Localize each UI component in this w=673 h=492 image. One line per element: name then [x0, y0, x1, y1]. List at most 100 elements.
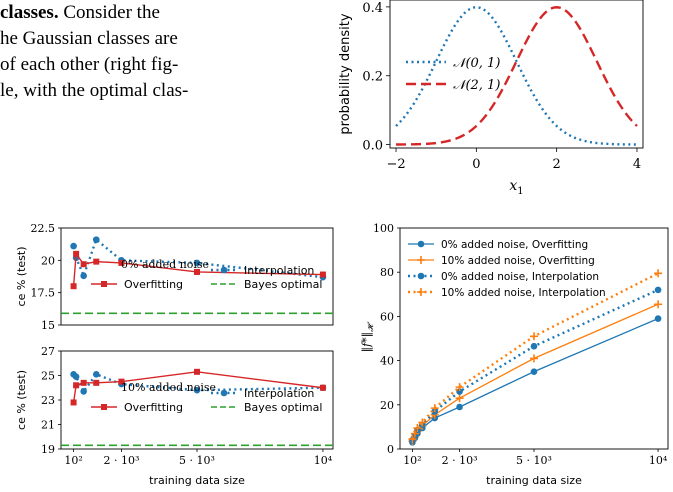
- y-tick-label: 20: [41, 254, 55, 267]
- data-point: [654, 300, 663, 309]
- data-point: [654, 269, 663, 278]
- x-tick-label: 10⁴: [314, 454, 333, 467]
- text-line: he Gaussian classes are: [0, 26, 300, 52]
- legend-label: 𝒩(0, 1): [453, 56, 500, 71]
- bold-text-run: classes.: [0, 2, 59, 23]
- legend-marker: [220, 389, 228, 397]
- data-point: [530, 368, 538, 375]
- legend-label: 10% added noise, Interpolation: [441, 287, 606, 299]
- legend-label: Overfitting: [124, 278, 183, 291]
- y-axis-label: ce % (test): [15, 370, 28, 430]
- legend-label: Bayes optimal: [244, 401, 322, 414]
- data-point: [530, 342, 538, 350]
- x-axis-label-main: x: [509, 178, 517, 194]
- data-point: [93, 258, 100, 265]
- y-tick-label: 100: [373, 222, 394, 235]
- rkhs-norm-chart: 0 20 40 60 80 100 10² 2 · 10³ 5 · 10³ 10⁴ training…: [360, 222, 669, 487]
- data-point: [194, 268, 200, 275]
- data-point: [70, 399, 77, 406]
- y-axis-label: probability density: [338, 13, 353, 134]
- text-line: le, with the optimal clas-: [0, 78, 300, 104]
- x-tick-label: 2: [553, 157, 561, 172]
- y-tick-label: 21: [41, 419, 55, 432]
- y-tick-label: 19: [41, 443, 55, 456]
- y-tick-label: 0.0: [362, 139, 383, 154]
- y-tick-label: 23: [41, 394, 55, 407]
- legend-label: Interpolation: [244, 264, 314, 277]
- x-tick-label: 5 · 10³: [179, 454, 215, 467]
- series-line-1: [411, 318, 659, 443]
- legend-label: Overfitting: [124, 401, 183, 414]
- text-run: le, with the optimal clas-: [0, 80, 189, 101]
- data-point: [418, 418, 427, 427]
- text-snippet: classes. Consider the he Gaussian classes…: [0, 0, 300, 104]
- data-point: [319, 271, 326, 278]
- legend-label: 10% added noise, Overfitting: [441, 255, 595, 267]
- y-tick-label: 60: [380, 310, 394, 323]
- text-run: of each other (right fig-: [0, 54, 179, 75]
- data-point: [410, 429, 419, 438]
- y-axis-label-subscript: 𝓗: [366, 321, 375, 332]
- legend-marker: [101, 281, 107, 287]
- data-point: [93, 379, 100, 386]
- y-axis-label-main: ‖f*‖: [360, 332, 374, 353]
- x-tick-label: 10²: [64, 454, 82, 467]
- data-point: [654, 315, 662, 322]
- data-point: [118, 378, 125, 385]
- data-point: [193, 386, 201, 394]
- y-tick-label: 22.5: [31, 222, 56, 235]
- y-tick-label: 0.4: [362, 1, 383, 16]
- data-point: [319, 384, 326, 391]
- y-tick-label: 20: [380, 399, 394, 412]
- data-point: [455, 394, 464, 403]
- legend-label: Bayes optimal: [244, 278, 322, 291]
- y-tick-label: 0.2: [362, 70, 383, 85]
- x-tick-label: 2 · 10³: [103, 454, 139, 467]
- data-point: [80, 272, 87, 280]
- text-line: of each other (right fig-: [0, 52, 300, 78]
- y-axis-label: ‖f*‖𝓗: [360, 321, 375, 353]
- data-point: [80, 388, 87, 395]
- plot-frame: [60, 227, 334, 326]
- legend-label: 0% added noise, Interpolation: [441, 271, 599, 283]
- plot-frame: [60, 350, 334, 450]
- x-tick-label: 10⁴: [649, 454, 668, 467]
- data-point: [530, 332, 538, 341]
- ce-0-noise-chart: 15 17.5 20 22.5ce % (test) 0% added noise Int…: [15, 222, 334, 332]
- y-axis-label: ce % (test): [15, 247, 28, 307]
- plot-frame: [389, 0, 644, 149]
- data-point: [118, 259, 125, 266]
- x-axis-label: training data size: [149, 474, 245, 487]
- legend-label: Interpolation: [244, 387, 314, 400]
- density-curve-1: [395, 6, 637, 146]
- x-axis-label: x1: [509, 178, 523, 197]
- legend-marker: [417, 256, 425, 264]
- data-point: [455, 383, 464, 392]
- text-line: classes. Consider the: [0, 0, 300, 26]
- y-tick-label: 25: [41, 370, 55, 383]
- y-tick-label: 17.5: [31, 287, 56, 300]
- data-point: [73, 382, 80, 389]
- data-point: [80, 261, 87, 268]
- data-point: [80, 379, 87, 386]
- data-point: [456, 403, 463, 411]
- x-tick-label: 10²: [403, 454, 421, 467]
- legend-marker: [417, 240, 425, 248]
- data-point: [654, 286, 662, 294]
- legend-marker: [417, 272, 425, 280]
- legend-marker: [101, 404, 107, 410]
- gaussian-density-chart: 0.0 0.2 0.4 −2 0 2 4 x1 probability density 𝒩(0, …: [338, 0, 644, 197]
- series-line-3: [411, 288, 659, 441]
- y-tick-label: 40: [380, 355, 394, 368]
- y-tick-label: 80: [380, 266, 394, 279]
- x-tick-label: 4: [633, 157, 641, 172]
- data-point: [408, 435, 417, 444]
- x-tick-label: −2: [386, 157, 405, 172]
- x-tick-label: 5 · 10³: [516, 454, 552, 467]
- noise-annotation: 10% added noise: [121, 381, 216, 394]
- density-curve-2: [396, 6, 638, 146]
- x-tick-label: 0: [472, 157, 480, 172]
- data-point: [194, 368, 200, 375]
- text-run: Consider the: [58, 2, 160, 23]
